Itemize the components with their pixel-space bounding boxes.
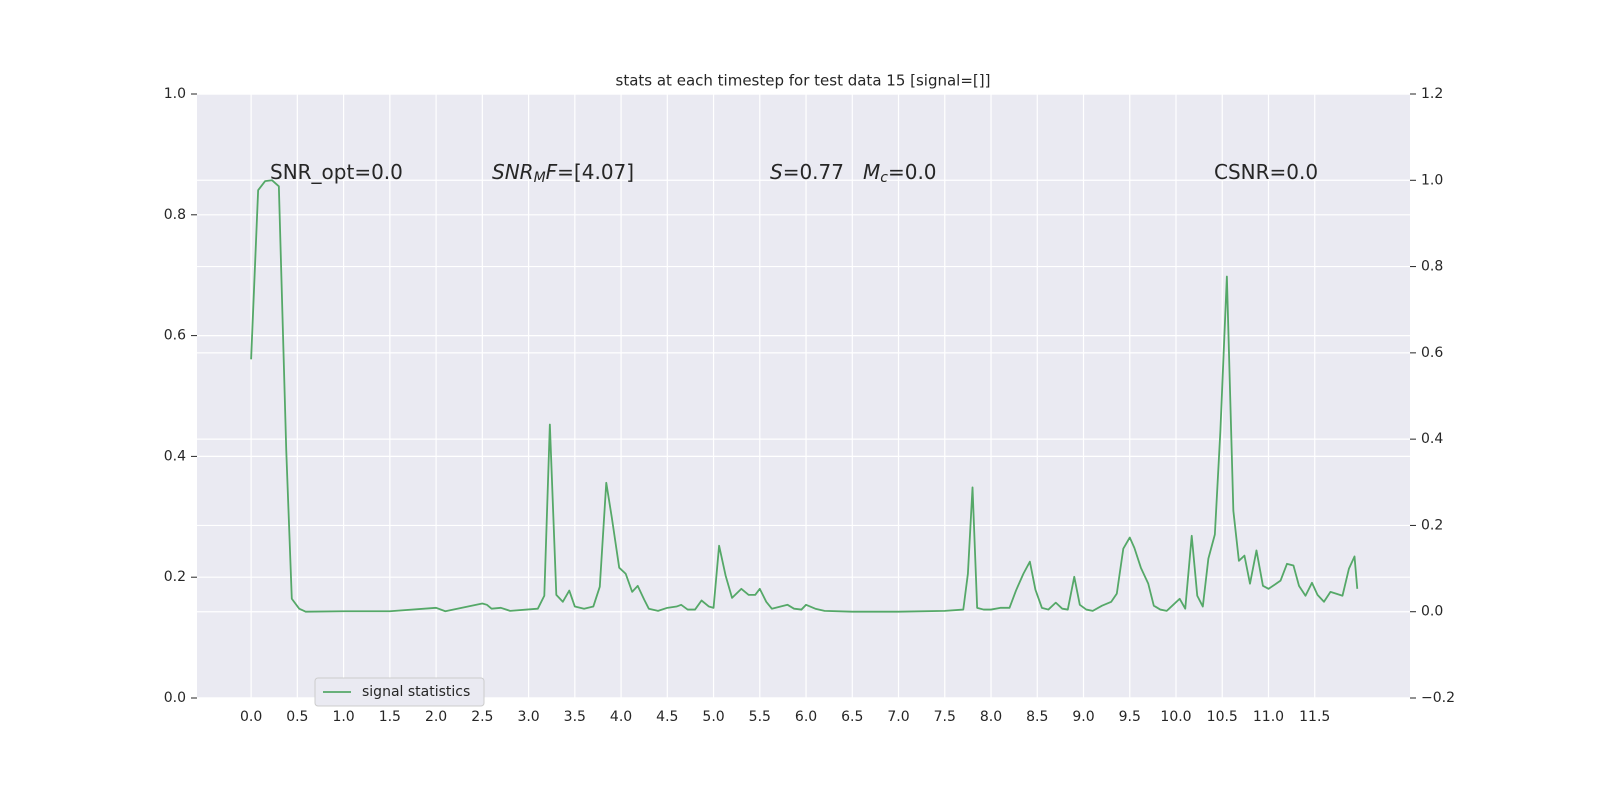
annotation-part: F xyxy=(546,160,558,184)
y2-tick-label: 1.2 xyxy=(1421,86,1443,102)
y2-tick-label: 0.2 xyxy=(1421,517,1443,533)
x-tick-label: 6.0 xyxy=(795,709,817,725)
annotation-part: CSNR=0.0 xyxy=(1214,160,1318,184)
annotation-part: S xyxy=(770,160,783,184)
annotation: Mc=0.0 xyxy=(863,160,937,187)
x-tick-label: 11.0 xyxy=(1253,709,1284,725)
legend-label: signal statistics xyxy=(362,684,470,700)
legend: signal statistics xyxy=(314,677,485,707)
annotation-part: M xyxy=(863,160,880,184)
annotation-part: c xyxy=(880,170,888,186)
x-tick-label: 8.5 xyxy=(1026,709,1048,725)
annotation-part: M xyxy=(534,170,546,186)
x-tick-label: 5.0 xyxy=(702,709,724,725)
x-tick-label: 9.5 xyxy=(1119,709,1141,725)
x-tick-label: 0.0 xyxy=(240,709,262,725)
annotation: CSNR=0.0 xyxy=(1214,160,1318,184)
x-tick-label: 10.0 xyxy=(1160,709,1191,725)
y2-tick-label: 0.8 xyxy=(1421,259,1443,275)
x-tick-label: 5.5 xyxy=(749,709,771,725)
x-tick-label: 0.5 xyxy=(286,709,308,725)
annotation-part: SNR xyxy=(492,160,534,184)
x-tick-label: 6.5 xyxy=(841,709,863,725)
series-line xyxy=(250,179,1359,613)
chart-title: stats at each timestep for test data 15 … xyxy=(616,72,991,90)
x-tick-label: 8.0 xyxy=(980,709,1002,725)
y2-tick-label: −0.2 xyxy=(1421,690,1455,706)
x-tick-label: 1.5 xyxy=(379,709,401,725)
x-tick-label: 7.5 xyxy=(934,709,956,725)
x-tick-label: 9.0 xyxy=(1072,709,1094,725)
plot-background xyxy=(197,94,1410,698)
y-tick-label: 0.6 xyxy=(164,328,186,344)
x-tick-label: 2.0 xyxy=(425,709,447,725)
y-tick-label: 0.2 xyxy=(164,569,186,585)
y-tick-label: 0.0 xyxy=(164,690,186,706)
legend-frame xyxy=(314,677,485,707)
annotation-part: SNR_opt=0.0 xyxy=(270,160,403,184)
y2-tick-label: 0.6 xyxy=(1421,345,1443,361)
y2-tick-label: 0.0 xyxy=(1421,604,1443,620)
y2-tick-label: 1.0 xyxy=(1421,172,1443,188)
annotation: S=0.77 xyxy=(770,160,844,184)
y2-tick-label: 0.4 xyxy=(1421,431,1443,447)
x-tick-label: 1.0 xyxy=(332,709,354,725)
annotation: SNR_opt=0.0 xyxy=(270,160,403,184)
annotation-part: =0.0 xyxy=(888,160,937,184)
x-tick-label: 2.5 xyxy=(471,709,493,725)
y-tick-label: 0.4 xyxy=(164,448,186,464)
annotation-part: =0.77 xyxy=(783,160,844,184)
annotation: SNRMF=[4.07] xyxy=(492,160,634,187)
x-tick-label: 10.5 xyxy=(1207,709,1238,725)
x-tick-label: 3.5 xyxy=(564,709,586,725)
x-tick-label: 4.0 xyxy=(610,709,632,725)
y-tick-label: 0.8 xyxy=(164,207,186,223)
y-tick-label: 1.0 xyxy=(164,86,186,102)
x-tick-label: 3.0 xyxy=(517,709,539,725)
x-tick-label: 7.0 xyxy=(887,709,909,725)
x-tick-label: 4.5 xyxy=(656,709,678,725)
x-tick-label: 11.5 xyxy=(1299,709,1330,725)
annotation-part: =[4.07] xyxy=(557,160,634,184)
